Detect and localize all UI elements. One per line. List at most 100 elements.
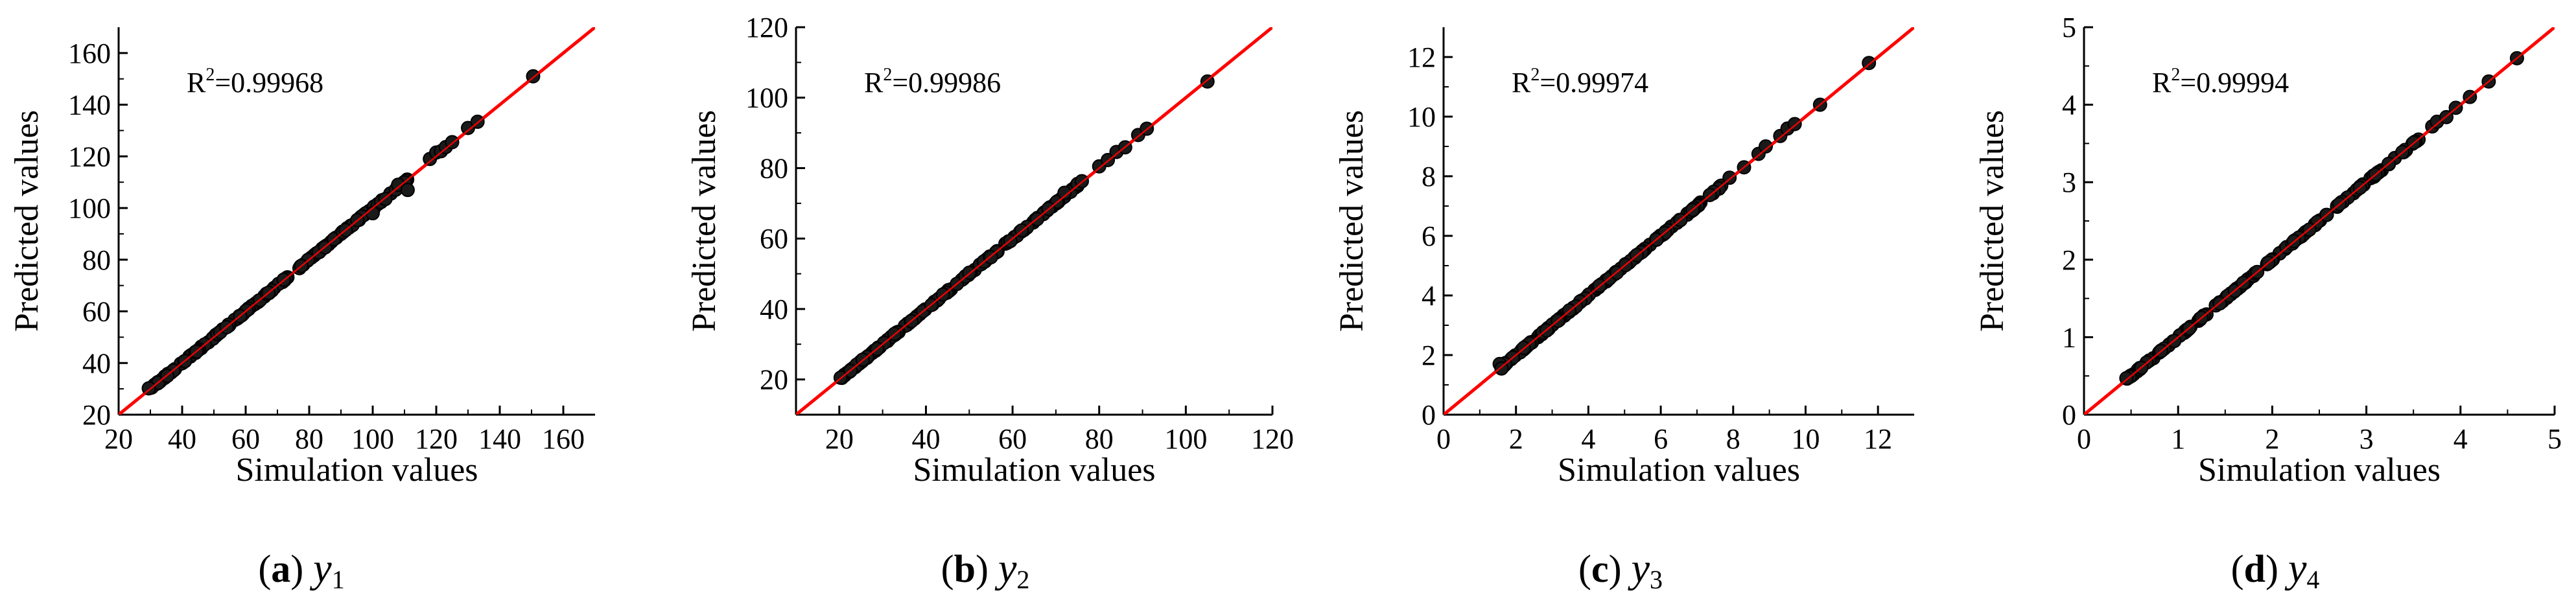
x-tick-label: 2	[1509, 423, 1523, 455]
r2-value: =0.99968	[215, 67, 323, 98]
caption-close-paren: )	[976, 548, 998, 590]
r2-exponent: 2	[205, 65, 215, 85]
caption-variable: y	[309, 545, 332, 591]
caption-close-paren: )	[1609, 548, 1632, 590]
x-tick-label: 120	[1251, 423, 1294, 455]
r2-value: =0.99994	[2180, 67, 2289, 98]
y-tick-label: 20	[760, 364, 788, 396]
x-tick-label: 0	[1436, 423, 1451, 455]
y-tick-label: 1	[2062, 321, 2076, 353]
y-tick-label: 20	[82, 399, 111, 431]
x-tick-label: 1	[2171, 423, 2185, 455]
r2-exponent: 2	[2171, 65, 2180, 85]
x-axis-title: Simulation values	[2198, 452, 2441, 489]
y-tick-label: 0	[1422, 399, 1436, 431]
chart-panel-2: 20 40 60 80 100 12020406080100120R2=0.99986Si…	[686, 12, 1294, 594]
y-tick-label: 5	[2062, 12, 2076, 43]
y-tick-label: 80	[82, 244, 111, 276]
caption-subscript: 3	[1650, 565, 1663, 594]
caption-subscript: 1	[332, 565, 345, 594]
r2-exponent: 2	[1530, 65, 1540, 85]
y-tick-label: 12	[1407, 41, 1436, 73]
x-tick-label: 140	[478, 423, 521, 455]
y-tick-label: 8	[1422, 161, 1436, 192]
x-tick-label: 160	[542, 423, 585, 455]
x-tick-label: 100	[351, 423, 394, 455]
y-axis-title: Predicted values	[1333, 110, 1370, 332]
caption-variable: y	[2284, 545, 2307, 591]
panel-caption: (b) y2	[941, 545, 1030, 594]
caption-subscript: 2	[1016, 565, 1029, 594]
caption-variable: y	[1628, 545, 1650, 591]
x-tick-label: 60	[231, 423, 260, 455]
x-tick-label: 4	[1581, 423, 1595, 455]
y-tick-label: 4	[2062, 89, 2076, 121]
caption-subscript: 4	[2306, 565, 2319, 594]
y-tick-label: 140	[68, 89, 111, 121]
panel-caption: (c) y3	[1578, 545, 1663, 594]
y-tick-label: 60	[760, 223, 788, 255]
x-tick-label: 12	[1864, 423, 1892, 455]
r2-annotation: R2=0.99968	[187, 65, 323, 98]
x-tick-label: 80	[295, 423, 323, 455]
x-tick-label: 40	[168, 423, 196, 455]
caption-letter: b	[954, 548, 976, 590]
y-axis-title: Predicted values	[1974, 110, 2011, 332]
y-tick-label: 2	[2062, 244, 2076, 276]
panel-caption: (a) y1	[258, 545, 344, 594]
r2-value: =0.99986	[892, 67, 1001, 98]
x-tick-label: 0	[2077, 423, 2091, 455]
caption-open-paren: (	[2231, 548, 2244, 590]
data-point	[1759, 139, 1774, 154]
r2-value: =0.99974	[1540, 67, 1648, 98]
caption-close-paren: )	[290, 548, 313, 590]
panel-caption: (d) y4	[2231, 545, 2320, 594]
r2-exponent: 2	[883, 65, 892, 85]
x-tick-label: 6	[1654, 423, 1668, 455]
data-point	[141, 381, 156, 396]
r2-base: R	[2152, 67, 2172, 98]
r2-base: R	[187, 67, 206, 98]
y-tick-label: 0	[2062, 399, 2076, 431]
y-tick-label: 40	[82, 347, 111, 379]
x-tick-label: 5	[2547, 423, 2562, 455]
caption-open-paren: (	[941, 548, 954, 590]
y-tick-label: 100	[68, 192, 111, 224]
r2-annotation: R2=0.99986	[864, 65, 1001, 98]
data-point	[1057, 185, 1072, 200]
x-tick-label: 60	[998, 423, 1027, 455]
x-tick-label: 80	[1085, 423, 1114, 455]
y-tick-label: 100	[745, 82, 788, 114]
r2-annotation: R2=0.99994	[2152, 65, 2289, 98]
x-axis-title: Simulation values	[913, 452, 1155, 489]
x-axis-title: Simulation values	[235, 452, 478, 489]
y-tick-label: 2	[1422, 340, 1436, 371]
y-tick-label: 3	[2062, 167, 2076, 198]
x-axis-title: Simulation values	[1558, 452, 1800, 489]
y-tick-label: 120	[68, 141, 111, 172]
y-tick-label: 10	[1407, 101, 1436, 133]
fit-line-overlay	[2084, 27, 2555, 415]
r2-annotation: R2=0.99974	[1512, 65, 1648, 98]
caption-open-paren: (	[1578, 548, 1591, 590]
x-tick-label: 8	[1726, 423, 1740, 455]
y-tick-label: 60	[82, 296, 111, 328]
y-tick-label: 80	[760, 152, 788, 184]
y-tick-label: 40	[760, 294, 788, 325]
fit-line-overlay	[119, 27, 595, 415]
x-tick-label: 10	[1791, 423, 1820, 455]
y-tick-label: 160	[68, 38, 111, 69]
x-tick-label: 2	[2265, 423, 2279, 455]
caption-letter: a	[271, 548, 290, 590]
x-tick-label: 120	[415, 423, 458, 455]
y-axis-title: Predicted values	[8, 110, 45, 332]
fit-line-overlay	[796, 27, 1272, 415]
x-tick-label: 100	[1164, 423, 1207, 455]
x-tick-label: 20	[104, 423, 133, 455]
x-tick-label: 40	[911, 423, 940, 455]
fit-line-overlay	[1444, 27, 1914, 415]
caption-letter: c	[1591, 548, 1609, 590]
